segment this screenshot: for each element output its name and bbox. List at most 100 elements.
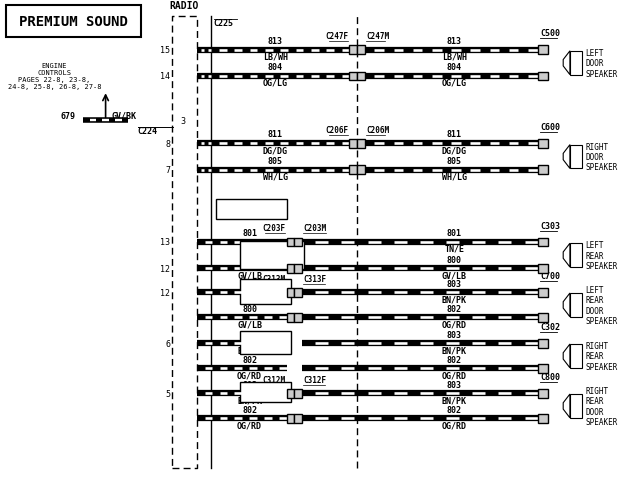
Text: OG/RD: OG/RD xyxy=(442,420,467,430)
Text: C224: C224 xyxy=(138,127,157,136)
Bar xyxy=(538,46,548,55)
Text: C700: C700 xyxy=(540,272,560,281)
Polygon shape xyxy=(563,52,570,75)
Bar xyxy=(349,166,357,175)
Text: LB/WH: LB/WH xyxy=(262,52,288,61)
Text: W/O
SUPER
CAB: W/O SUPER CAB xyxy=(255,282,276,302)
Bar xyxy=(294,238,302,247)
Text: C800: C800 xyxy=(540,372,560,382)
Text: 802: 802 xyxy=(447,405,462,414)
Text: 803: 803 xyxy=(242,330,257,339)
Text: OG/RD: OG/RD xyxy=(237,371,262,380)
Text: 803: 803 xyxy=(242,380,257,389)
Text: ENGINE
CONTROLS
PAGES 22-8, 23-8,
24-8, 25-8, 26-8, 27-8: ENGINE CONTROLS PAGES 22-8, 23-8, 24-8, … xyxy=(8,62,101,89)
Text: 801: 801 xyxy=(242,279,257,288)
Text: RIGHT
DOOR
SPEAKER: RIGHT DOOR SPEAKER xyxy=(586,143,618,172)
Text: TN/E: TN/E xyxy=(239,244,260,253)
Text: BN/PK: BN/PK xyxy=(442,295,467,304)
Text: 813: 813 xyxy=(447,36,462,46)
Text: 805: 805 xyxy=(268,156,283,166)
Bar xyxy=(287,414,294,423)
Bar xyxy=(240,382,291,402)
Text: W/O
SUPER
CAB: W/O SUPER CAB xyxy=(255,333,276,353)
Text: DG/DG: DG/DG xyxy=(262,146,288,155)
Bar xyxy=(570,293,582,317)
Text: C313F: C313F xyxy=(303,274,326,283)
Text: 802: 802 xyxy=(242,405,257,414)
Bar xyxy=(294,288,302,297)
Text: 800: 800 xyxy=(242,255,257,264)
Text: TN/E: TN/E xyxy=(239,295,260,304)
Text: C303: C303 xyxy=(540,221,560,230)
Bar xyxy=(570,344,582,368)
Text: C203F: C203F xyxy=(262,224,285,233)
Bar xyxy=(294,389,302,398)
Text: 12: 12 xyxy=(160,288,170,297)
Text: 679: 679 xyxy=(61,112,76,120)
Text: 800: 800 xyxy=(242,304,257,313)
Text: 6: 6 xyxy=(165,339,170,348)
Text: 7: 7 xyxy=(165,166,170,175)
Text: C500: C500 xyxy=(540,29,560,38)
Text: W/SUPER
CAB: W/SUPER CAB xyxy=(251,385,280,399)
Bar xyxy=(538,339,548,348)
Text: 804: 804 xyxy=(447,63,462,72)
Text: 12: 12 xyxy=(160,264,170,273)
Text: 5: 5 xyxy=(165,389,170,398)
Text: GV/LB: GV/LB xyxy=(237,320,262,329)
Text: C247F: C247F xyxy=(325,32,348,41)
Text: OG/RD: OG/RD xyxy=(442,371,467,380)
Bar xyxy=(538,72,548,81)
Text: BN/PK: BN/PK xyxy=(442,396,467,405)
Bar xyxy=(294,313,302,322)
Text: OG/LG: OG/LG xyxy=(262,79,288,88)
Text: 803: 803 xyxy=(447,380,462,389)
Text: RIGHT
REAR
SPEAKER: RIGHT REAR SPEAKER xyxy=(586,341,618,371)
Text: GV/LB: GV/LB xyxy=(442,271,467,280)
Text: LEFT
DOOR
SPEAKER: LEFT DOOR SPEAKER xyxy=(586,49,618,78)
Bar xyxy=(538,389,548,398)
Text: 805: 805 xyxy=(447,156,462,166)
Text: 8: 8 xyxy=(165,140,170,148)
Text: TN/E: TN/E xyxy=(444,244,465,253)
Bar xyxy=(287,288,294,297)
Text: WH/LG: WH/LG xyxy=(442,172,467,181)
Bar xyxy=(538,238,548,247)
Text: BN/PK: BN/PK xyxy=(237,346,262,355)
Bar xyxy=(538,140,548,148)
Text: GV/BK: GV/BK xyxy=(112,112,137,120)
Text: C600: C600 xyxy=(540,123,560,132)
Text: C203M: C203M xyxy=(303,224,326,233)
Bar xyxy=(570,394,582,418)
Text: C312F: C312F xyxy=(303,375,326,384)
Text: 15: 15 xyxy=(160,46,170,55)
Text: 811: 811 xyxy=(268,130,283,139)
Text: DG/DG: DG/DG xyxy=(442,146,467,155)
Polygon shape xyxy=(563,344,570,368)
Text: 801: 801 xyxy=(447,228,462,238)
Bar xyxy=(538,264,548,273)
Text: OG/RD: OG/RD xyxy=(237,420,262,430)
Bar xyxy=(538,313,548,322)
Bar xyxy=(294,264,302,273)
Bar xyxy=(357,46,365,55)
Bar xyxy=(349,72,357,81)
Text: 802: 802 xyxy=(447,304,462,313)
Text: W/SUPER
CAB AND
FOURTH
DOOR: W/SUPER CAB AND FOURTH DOOR xyxy=(257,242,287,269)
Polygon shape xyxy=(563,244,570,267)
Bar xyxy=(538,364,548,373)
Bar xyxy=(287,238,294,247)
Bar xyxy=(349,46,357,55)
Text: BN/PK: BN/PK xyxy=(442,346,467,355)
Bar xyxy=(357,166,365,175)
Text: OG/RD: OG/RD xyxy=(442,320,467,329)
Bar xyxy=(357,140,365,148)
Text: C312M: C312M xyxy=(262,375,285,384)
Text: 13: 13 xyxy=(160,238,170,247)
Polygon shape xyxy=(563,394,570,418)
Text: 803: 803 xyxy=(447,330,462,339)
Bar xyxy=(570,244,582,267)
Bar xyxy=(294,414,302,423)
Text: LEFT
REAR
SPEAKER: LEFT REAR SPEAKER xyxy=(586,241,618,270)
Bar xyxy=(538,414,548,423)
